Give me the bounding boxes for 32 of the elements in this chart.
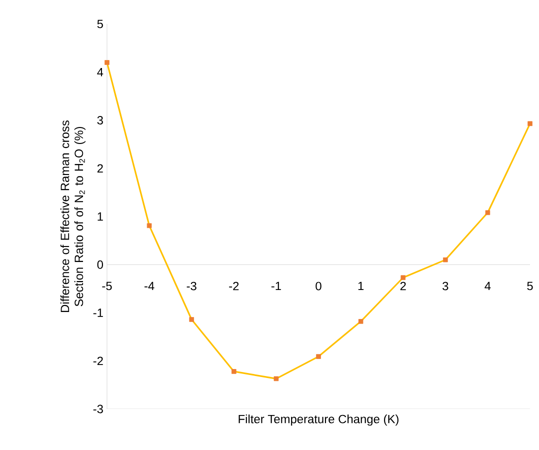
y-tick-label: 5	[97, 20, 103, 28]
x-axis-title: Filter Temperature Change (K)	[238, 414, 398, 426]
y-tick-label: 3	[97, 116, 103, 124]
point	[358, 319, 364, 324]
x-tick-label: 2	[400, 282, 406, 290]
point	[316, 354, 321, 359]
y-tick-label: -1	[93, 308, 103, 317]
point	[274, 376, 279, 382]
point	[232, 369, 236, 374]
point	[485, 210, 490, 216]
point	[104, 60, 110, 65]
point	[528, 121, 532, 126]
point	[146, 223, 152, 228]
x-tick-label: -2	[229, 282, 239, 290]
point	[443, 257, 448, 262]
x-tick-label: 3	[442, 282, 448, 290]
y-tick-label: 0	[97, 260, 104, 269]
x-tick-label: 1	[358, 282, 364, 290]
x-tick-label: -1	[271, 282, 281, 290]
y-tick-label: 4	[97, 68, 104, 76]
x-tick-label: -4	[144, 282, 154, 290]
point	[189, 317, 194, 322]
y-tick-label: 2	[97, 164, 103, 173]
x-tick-label: -5	[102, 282, 112, 290]
y-tick-label: 1	[98, 212, 103, 221]
y-tick-label: -2	[93, 356, 103, 366]
x-tick-label: 4	[484, 282, 491, 290]
x-tick-label: 5	[527, 282, 533, 290]
point	[400, 275, 406, 280]
x-tick-label: 0	[316, 282, 322, 290]
x-tick-label: -3	[186, 282, 196, 290]
y-tick-label: -3	[93, 404, 103, 414]
